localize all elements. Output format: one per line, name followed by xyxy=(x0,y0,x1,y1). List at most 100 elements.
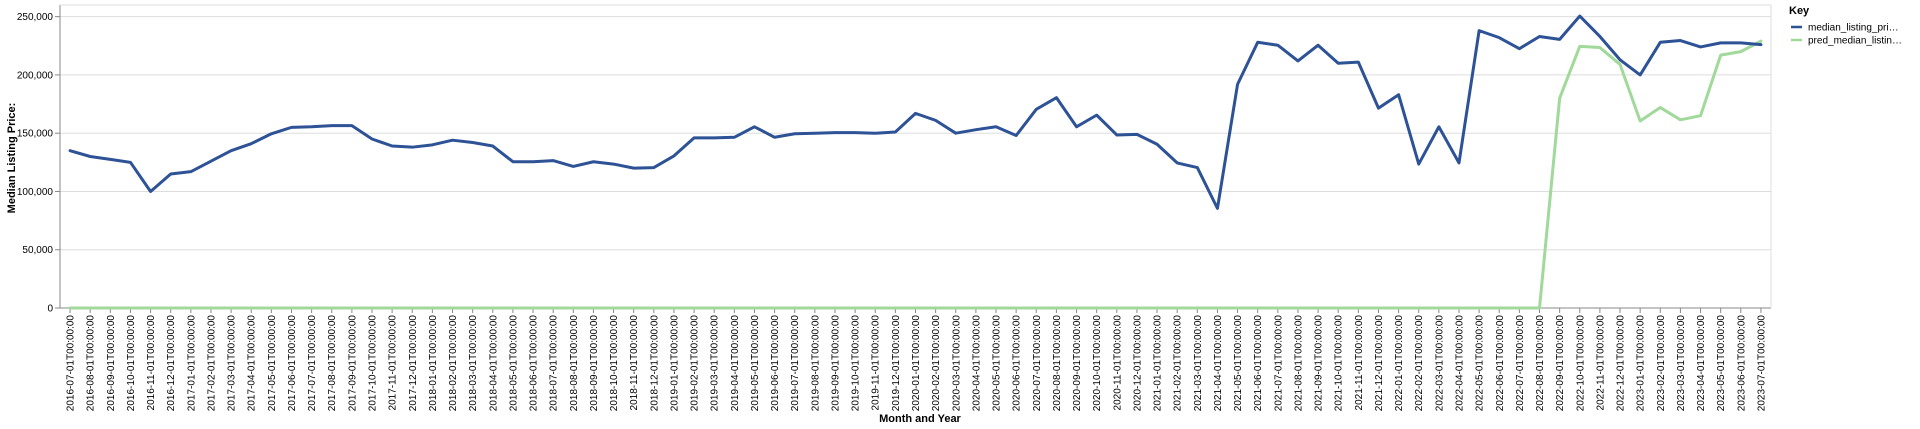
legend: Key median_listing_pri… pred_median_listi… xyxy=(1789,5,1902,47)
y-axis-title: Median Listing Price: xyxy=(6,103,18,214)
x-tick-label: 2018-08-01T00:00:00 xyxy=(569,315,580,412)
x-tick-label: 2019-08-01T00:00:00 xyxy=(810,315,821,412)
x-tick-label: 2018-09-01T00:00:00 xyxy=(589,315,600,412)
x-tick-label: 2019-12-01T00:00:00 xyxy=(891,315,902,412)
x-tick-label: 2022-01-01T00:00:00 xyxy=(1394,315,1405,412)
legend-entries: median_listing_pri… pred_median_listin… xyxy=(1791,23,1902,47)
y-tick-label: 250,000 xyxy=(17,12,54,23)
x-tick-label: 2017-11-01T00:00:00 xyxy=(388,315,399,411)
x-tick-label: 2016-10-01T00:00:00 xyxy=(126,315,137,412)
x-tick-label: 2021-10-01T00:00:00 xyxy=(1334,315,1345,412)
x-tick-label: 2022-02-01T00:00:00 xyxy=(1414,315,1425,412)
x-tick-label: 2017-02-01T00:00:00 xyxy=(206,315,217,412)
series-lines xyxy=(68,14,1763,310)
x-tick-label: 2023-05-01T00:00:00 xyxy=(1716,315,1727,412)
x-tick-label: 2020-02-01T00:00:00 xyxy=(931,315,942,412)
series-line-0 xyxy=(68,14,1763,210)
x-tick-label: 2017-07-01T00:00:00 xyxy=(307,315,318,412)
legend-entry-label: median_listing_pri… xyxy=(1808,23,1899,34)
x-tick-label: 2018-03-01T00:00:00 xyxy=(468,315,479,412)
x-tick-label: 2020-06-01T00:00:00 xyxy=(1012,315,1023,412)
x-tick-label: 2017-12-01T00:00:00 xyxy=(408,315,419,412)
x-tick-label: 2022-04-01T00:00:00 xyxy=(1454,315,1465,412)
x-tick-label: 2019-02-01T00:00:00 xyxy=(690,315,701,412)
x-tick-label: 2019-09-01T00:00:00 xyxy=(830,315,841,412)
x-tick-label: 2017-08-01T00:00:00 xyxy=(327,315,338,412)
x-tick-label: 2023-07-01T00:00:00 xyxy=(1756,315,1767,412)
x-tick-label: 2020-08-01T00:00:00 xyxy=(1052,315,1063,412)
x-tick-label: 2020-03-01T00:00:00 xyxy=(951,315,962,412)
x-tick-label: 2020-12-01T00:00:00 xyxy=(1132,315,1143,412)
x-tick-label: 2018-04-01T00:00:00 xyxy=(488,315,499,412)
x-tick-label: 2021-08-01T00:00:00 xyxy=(1293,315,1304,412)
x-tick-label: 2022-11-01T00:00:00 xyxy=(1595,315,1606,411)
legend-entry-label: pred_median_listin… xyxy=(1808,36,1902,47)
x-tick-label: 2022-08-01T00:00:00 xyxy=(1535,315,1546,412)
x-tick-label: 2022-06-01T00:00:00 xyxy=(1495,315,1506,412)
x-tick-label: 2021-09-01T00:00:00 xyxy=(1314,315,1325,412)
x-tick-label: 2022-03-01T00:00:00 xyxy=(1434,315,1445,412)
x-tick-label: 2023-06-01T00:00:00 xyxy=(1736,315,1747,412)
x-tick-label: 2019-11-01T00:00:00 xyxy=(871,315,882,411)
x-tick-label: 2017-10-01T00:00:00 xyxy=(368,315,379,412)
x-tick-label: 2016-11-01T00:00:00 xyxy=(146,315,157,411)
y-tick-label: 100,000 xyxy=(17,187,54,198)
y-tick-label: 200,000 xyxy=(17,70,54,81)
x-tick-label: 2019-07-01T00:00:00 xyxy=(790,315,801,412)
x-tick-label: 2019-05-01T00:00:00 xyxy=(750,315,761,412)
x-tick-label: 2023-03-01T00:00:00 xyxy=(1676,315,1687,412)
x-tick-label: 2017-03-01T00:00:00 xyxy=(227,315,238,412)
x-tick-label: 2021-06-01T00:00:00 xyxy=(1253,315,1264,412)
x-tick-label: 2019-04-01T00:00:00 xyxy=(730,315,741,412)
x-axis: 2016-07-01T00:00:00 2016-08-01T00:00:00 20… xyxy=(66,308,1767,412)
plot-frame xyxy=(59,4,1772,309)
x-tick-label: 2021-03-01T00:00:00 xyxy=(1193,315,1204,412)
x-tick-label: 2018-11-01T00:00:00 xyxy=(629,315,640,411)
series-line-1 xyxy=(68,39,1763,310)
x-tick-label: 2017-09-01T00:00:00 xyxy=(347,315,358,412)
x-tick-label: 2020-04-01T00:00:00 xyxy=(971,315,982,412)
x-tick-label: 2023-04-01T00:00:00 xyxy=(1696,315,1707,412)
x-tick-label: 2019-10-01T00:00:00 xyxy=(851,315,862,412)
x-tick-label: 2018-10-01T00:00:00 xyxy=(609,315,620,412)
x-tick-label: 2021-01-01T00:00:00 xyxy=(1153,315,1164,412)
x-tick-label: 2021-12-01T00:00:00 xyxy=(1374,315,1385,412)
x-tick-label: 2016-08-01T00:00:00 xyxy=(86,315,97,412)
x-tick-label: 2020-09-01T00:00:00 xyxy=(1072,315,1083,412)
x-tick-label: 2021-11-01T00:00:00 xyxy=(1354,315,1365,411)
x-tick-label: 2021-05-01T00:00:00 xyxy=(1233,315,1244,412)
x-tick-label: 2022-07-01T00:00:00 xyxy=(1515,315,1526,412)
x-tick-label: 2021-07-01T00:00:00 xyxy=(1273,315,1284,412)
y-tick-label: 0 xyxy=(47,304,53,315)
x-tick-label: 2021-02-01T00:00:00 xyxy=(1173,315,1184,412)
x-tick-label: 2016-09-01T00:00:00 xyxy=(106,315,117,412)
y-axis: 0 50,000 100,000 150,000 200,000 250,000 xyxy=(17,12,60,315)
x-tick-label: 2023-01-01T00:00:00 xyxy=(1636,315,1647,412)
x-tick-label: 2021-04-01T00:00:00 xyxy=(1213,315,1224,412)
x-tick-label: 2022-10-01T00:00:00 xyxy=(1575,315,1586,412)
x-tick-label: 2017-01-01T00:00:00 xyxy=(186,315,197,412)
x-tick-label: 2018-05-01T00:00:00 xyxy=(508,315,519,412)
x-tick-label: 2019-03-01T00:00:00 xyxy=(710,315,721,412)
x-tick-label: 2018-01-01T00:00:00 xyxy=(428,315,439,412)
x-tick-label: 2019-06-01T00:00:00 xyxy=(770,315,781,412)
x-tick-label: 2018-07-01T00:00:00 xyxy=(549,315,560,412)
x-axis-title: Month and Year xyxy=(879,413,961,425)
x-tick-label: 2017-04-01T00:00:00 xyxy=(247,315,258,412)
y-tick-label: 50,000 xyxy=(22,245,53,256)
x-tick-label: 2022-12-01T00:00:00 xyxy=(1616,315,1627,412)
x-tick-label: 2020-01-01T00:00:00 xyxy=(911,315,922,412)
x-tick-label: 2023-02-01T00:00:00 xyxy=(1656,315,1667,412)
x-tick-label: 2022-09-01T00:00:00 xyxy=(1555,315,1566,412)
x-tick-label: 2018-06-01T00:00:00 xyxy=(529,315,540,412)
x-tick-label: 2016-07-01T00:00:00 xyxy=(66,315,77,412)
x-tick-label: 2018-12-01T00:00:00 xyxy=(649,315,660,412)
x-tick-label: 2019-01-01T00:00:00 xyxy=(669,315,680,412)
x-tick-label: 2020-11-01T00:00:00 xyxy=(1112,315,1123,411)
x-tick-label: 2017-06-01T00:00:00 xyxy=(287,315,298,412)
x-tick-label: 2016-12-01T00:00:00 xyxy=(166,315,177,412)
x-tick-label: 2020-10-01T00:00:00 xyxy=(1092,315,1103,412)
gridlines xyxy=(60,16,1771,309)
y-tick-label: 150,000 xyxy=(17,129,54,140)
